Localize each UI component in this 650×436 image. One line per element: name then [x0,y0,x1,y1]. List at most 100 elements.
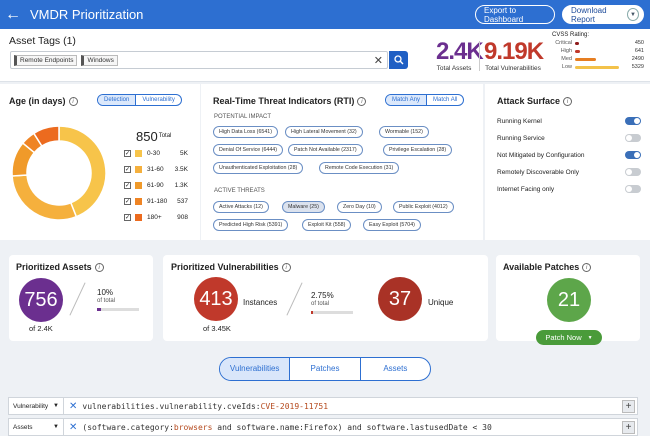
age-total: 850Total [136,128,171,146]
total-vulnerabilities-value: 9.19K [484,38,544,65]
tag-chip[interactable]: Windows [81,54,118,66]
age-toggle: Detection Vulnerability [97,94,182,106]
match-all-button[interactable]: Match All [433,97,458,103]
prioritized-vulnerabilities-value[interactable]: 413 [194,277,238,321]
legend-swatch [135,150,142,157]
impact-filter-pill[interactable]: Wormable (152) [379,126,429,138]
age-legend-row[interactable]: ✓ 0-30 5K [124,150,188,157]
cvss-label: Low [561,64,572,70]
age-panel: Age (in days) i Detection Vulnerability 8… [0,84,200,240]
toggle-switch[interactable] [625,151,641,159]
remove-query-icon[interactable]: ✕ [69,400,78,412]
info-icon[interactable]: i [281,263,291,272]
remove-query-icon[interactable]: ✕ [69,421,78,433]
info-icon[interactable]: i [357,97,367,106]
clear-icon[interactable]: ✕ [373,55,383,67]
impact-filter-pill[interactable]: High Data Loss (6541) [213,126,278,138]
threat-filter-pill[interactable]: Active Attacks (12) [213,201,269,213]
active-threats-label: Active Threats [214,188,265,194]
impact-filter-pill[interactable]: Denial Of Service (6444) [213,144,283,156]
tab-patches[interactable]: Patches [290,358,361,380]
threat-filter-pill[interactable]: Public Exploit (4012) [393,201,454,213]
threat-filter-pill[interactable]: Easy Exploit (5704) [363,219,421,231]
attack-surface-row: Running Kernel [497,116,641,126]
impact-filter-pill[interactable]: Remote Code Execution (31) [319,162,400,174]
divider [286,282,303,316]
prioritized-assets-title: Prioritized Assets i [16,262,104,272]
asset-tags-title: Asset Tags (1) [9,35,76,47]
cvss-row: Med 2490 [552,55,644,63]
age-range-value: 537 [177,198,188,205]
match-any-button[interactable]: Match Any [386,95,428,105]
add-query-icon[interactable]: + [622,400,635,413]
donut-slice[interactable] [11,174,78,221]
threat-filter-pill[interactable]: Predicted High Risk (5391) [213,219,289,231]
total-assets-label: Total Assets [436,65,472,72]
tab-vulnerabilities[interactable]: Vulnerabilities [220,358,291,380]
toggle-switch[interactable] [625,185,641,193]
threat-filter-pill[interactable]: Exploit Kit (558) [302,219,352,231]
tag-chip[interactable]: Remote Endpoints [14,54,78,66]
export-to-dashboard-button[interactable]: Export to Dashboard [475,5,555,24]
threat-filter-pill[interactable]: Zero Day (10) [337,201,382,213]
search-button[interactable] [389,51,408,69]
info-icon[interactable]: i [563,97,573,106]
download-report-button[interactable]: Download Report ▼ [562,5,644,24]
cvss-bar [575,49,580,53]
donut-slice[interactable] [58,125,107,218]
instances-label: Instances [243,298,278,307]
query-type-select[interactable]: Assets ▼ [9,419,64,435]
age-range-label: 0-30 [147,150,161,157]
query-type-select[interactable]: Vulnerability ▼ [9,398,64,414]
info-icon[interactable]: i [94,263,104,272]
checkbox-checked-icon[interactable]: ✓ [124,214,131,221]
tab-assets[interactable]: Assets [383,364,408,373]
asset-tags-input[interactable]: Remote Endpoints Windows ✕ [10,51,388,69]
prioritized-assets-card: Prioritized Assets i 756 of 2.4K 10% of t… [9,255,153,341]
rti-panel: Real-Time Threat Indicators (RTI) i Match… [201,84,483,240]
prioritized-assets-value[interactable]: 756 [19,278,63,322]
age-legend-row[interactable]: ✓ 31-60 3.5K [124,166,188,173]
query-field: (software.category: [82,422,174,432]
potential-impact-label: Potential Impact [214,114,272,120]
add-query-icon[interactable]: + [622,421,635,434]
vulns-pct: 2.75% [311,291,334,300]
donut-slice[interactable] [32,125,60,148]
chevron-down-icon: ▼ [587,334,593,341]
age-legend-row[interactable]: ✓ 91-180 537 [124,198,188,205]
query-text[interactable]: (software.category:browsers and software… [82,423,491,432]
impact-filter-pill[interactable]: Privilege Escalation (28) [383,144,453,156]
chevron-down-icon[interactable]: ▼ [627,8,639,21]
cvss-value: 5329 [631,64,644,70]
unique-value[interactable]: 37 [378,277,422,321]
impact-filter-pill[interactable]: Patch Not Available (2317) [288,144,363,156]
age-range-label: 91-180 [147,198,168,205]
tab-detection[interactable]: Detection [98,95,137,105]
cvss-value: 2490 [631,56,644,62]
checkbox-checked-icon[interactable]: ✓ [124,198,131,205]
attack-surface-title: Attack Surface i [497,96,573,106]
toggle-switch[interactable] [625,134,641,142]
info-icon[interactable]: i [582,263,592,272]
age-legend-row[interactable]: ✓ 180+ 908 [124,214,188,221]
toggle-switch[interactable] [625,117,641,125]
query-text[interactable]: vulnerabilities.vulnerability.cveIds:CVE… [82,402,328,411]
checkbox-checked-icon[interactable]: ✓ [124,150,131,157]
checkbox-checked-icon[interactable]: ✓ [124,166,131,173]
query-rest: and software.name:Firefox) and software.… [212,422,492,432]
toggle-switch[interactable] [625,168,641,176]
cvss-row: Low 5329 [552,63,644,71]
checkbox-checked-icon[interactable]: ✓ [124,182,131,189]
query-row: Assets ▼ ✕ (software.category:browsers an… [8,418,638,436]
tab-vulnerability[interactable]: Vulnerability [142,97,175,103]
query-field: vulnerabilities.vulnerability.cveIds: [82,401,261,411]
impact-filter-pill[interactable]: High Lateral Movement (32) [285,126,363,138]
age-range-value: 1.3K [174,182,188,189]
age-legend-row[interactable]: ✓ 61-90 1.3K [124,182,188,189]
impact-filter-pill[interactable]: Unauthenticated Exploitation (28) [213,162,304,174]
patch-now-button[interactable]: Patch Now ▼ [536,330,602,345]
back-arrow-icon[interactable]: ← [5,6,21,23]
available-patches-value[interactable]: 21 [547,278,591,322]
info-icon[interactable]: i [68,97,78,106]
threat-filter-pill[interactable]: Malware (25) [282,201,325,213]
